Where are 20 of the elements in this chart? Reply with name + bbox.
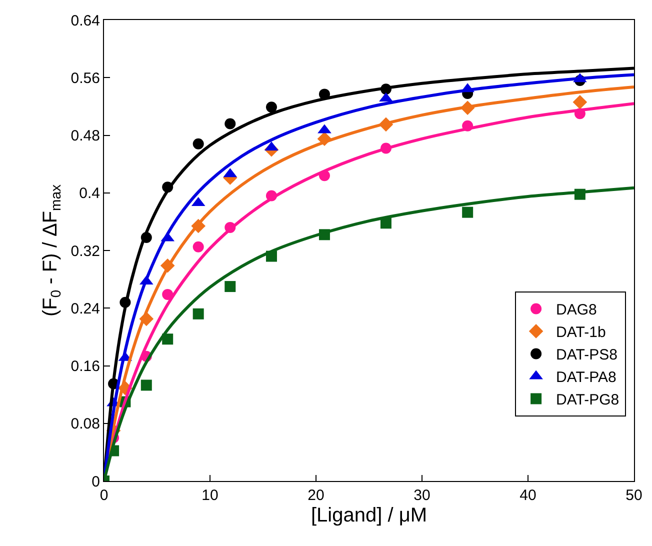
legend-label: DAT-PG8 — [556, 392, 620, 409]
legend-label: DAG8 — [556, 302, 597, 319]
x-tick-label: 40 — [520, 487, 536, 504]
y-tick-label: 0.4 — [79, 185, 100, 202]
y-tick-label: 0.32 — [70, 242, 100, 260]
y-tick-label: 0.16 — [70, 358, 100, 375]
x-tick-label: 20 — [308, 487, 324, 504]
y-tick-label: 0 — [92, 473, 100, 490]
x-axis-title: [Ligand] / μM — [310, 504, 428, 526]
x-tick-label: 30 — [414, 487, 430, 504]
legend-label: DAT-PA8 — [556, 369, 616, 386]
legend-label: DAT-PS8 — [556, 346, 618, 364]
x-tick-label: 10 — [202, 487, 218, 504]
y-tick-label: 0.56 — [70, 70, 100, 87]
y-tick-label: 0.24 — [70, 300, 100, 318]
y-tick-label: 0.48 — [70, 128, 100, 144]
y-tick-label: 0.08 — [70, 416, 100, 433]
x-tick-label: 50 — [626, 487, 642, 504]
y-tick-label: 0.64 — [70, 12, 100, 30]
legend-label: DAT-1b — [556, 324, 606, 342]
